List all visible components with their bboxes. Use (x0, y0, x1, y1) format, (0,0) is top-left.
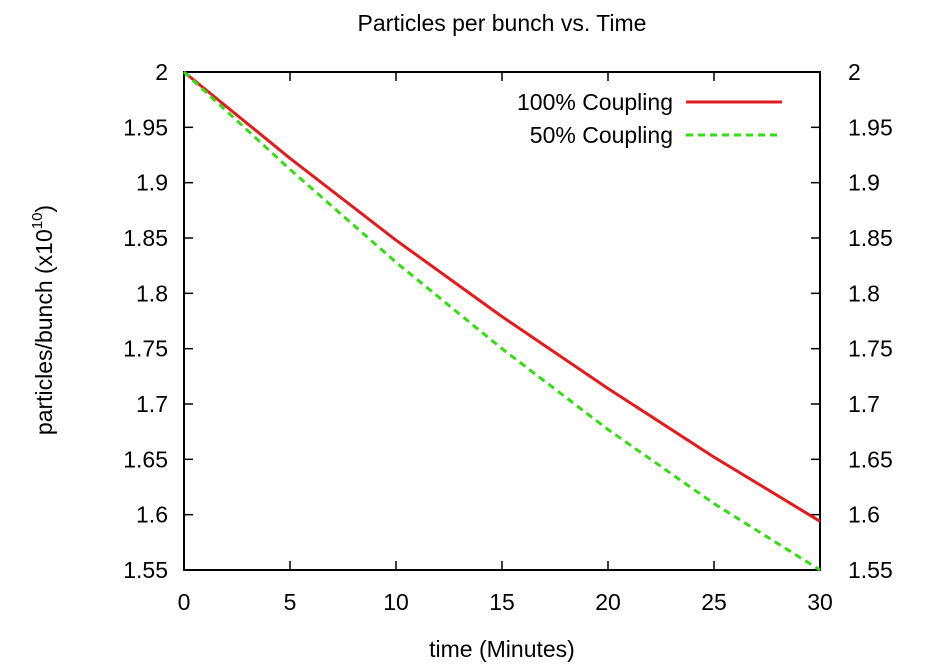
y-axis-label-text: particles/bunch (x10 (31, 229, 57, 435)
y-tick-label: 1.65 (123, 446, 168, 472)
y2-tick-label: 1.6 (848, 502, 880, 528)
legend: 100% Coupling 50% Coupling (517, 89, 782, 148)
y-tick-label: 1.85 (123, 225, 168, 251)
legend-label-100: 100% Coupling (517, 89, 673, 115)
y2-tick-label: 1.7 (848, 391, 880, 417)
y-axis-label-exponent: 10 (29, 213, 46, 230)
y-tick-label: 1.8 (136, 280, 168, 306)
series-lines (182, 70, 821, 572)
series-line-1 (182, 70, 821, 572)
y-tick-label: 1.95 (123, 114, 168, 140)
x-tick-label: 20 (595, 589, 621, 615)
chart-title: Particles per bunch vs. Time (358, 10, 647, 36)
x-tick-label: 30 (807, 589, 833, 615)
y-axis-label-suffix: ) (31, 205, 57, 213)
y2-ticks: 1.55 1.6 1.65 1.7 1.75 1.8 1.85 1.9 1.95 2 (811, 59, 893, 583)
y2-tick-label: 1.85 (848, 225, 893, 251)
y-tick-label: 1.7 (136, 391, 168, 417)
x-tick-label: 0 (178, 589, 191, 615)
y-ticks: 1.55 1.6 1.65 1.7 1.75 1.8 1.85 1.9 1.95 2 (123, 59, 193, 583)
x-tick-label: 25 (701, 589, 727, 615)
svg-text:particles/bunch (x1010): particles/bunch (x1010) (29, 205, 57, 435)
y-tick-label: 2 (155, 59, 168, 85)
y2-tick-label: 1.65 (848, 446, 893, 472)
y-tick-label: 1.9 (136, 170, 168, 196)
y-axis-label: particles/bunch (x1010) (29, 205, 57, 435)
x-ticks: 0 5 10 15 20 25 30 (178, 72, 833, 615)
y2-tick-label: 1.9 (848, 170, 880, 196)
y-tick-label: 1.6 (136, 502, 168, 528)
legend-label-50: 50% Coupling (530, 122, 673, 148)
x-tick-label: 15 (489, 589, 515, 615)
y2-tick-label: 1.8 (848, 280, 880, 306)
y-tick-label: 1.55 (123, 557, 168, 583)
y-tick-label: 1.75 (123, 336, 168, 362)
y2-tick-label: 1.75 (848, 336, 893, 362)
x-tick-label: 10 (383, 589, 409, 615)
y2-tick-label: 2 (848, 59, 861, 85)
series-line-0 (183, 70, 821, 523)
plot-frame (183, 71, 821, 571)
y2-tick-label: 1.55 (848, 557, 893, 583)
y2-tick-label: 1.95 (848, 114, 893, 140)
x-tick-label: 5 (284, 589, 297, 615)
x-axis-label: time (Minutes) (429, 636, 575, 662)
